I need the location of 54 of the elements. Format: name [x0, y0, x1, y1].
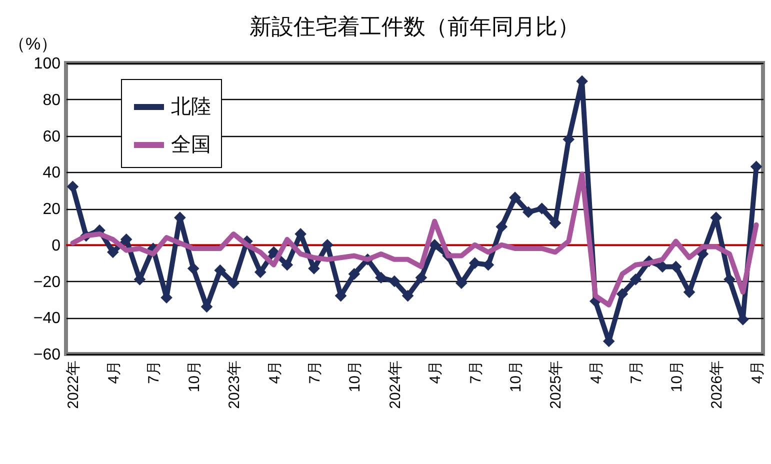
point — [187, 262, 200, 274]
y-tick-label: 80 — [42, 92, 61, 109]
x-tick-label: 10月 — [668, 360, 686, 392]
y-tick-label: 100 — [34, 56, 61, 72]
point — [214, 264, 226, 276]
x-tick-label: 7月 — [146, 360, 163, 384]
y-tick-label: −60 — [33, 346, 61, 364]
x-tick-label: 2024年 — [386, 360, 404, 409]
y-tick-label: 0 — [52, 237, 61, 254]
x-tick-label: 7月 — [306, 360, 324, 384]
x-tick-label: 4月 — [427, 360, 444, 384]
chart-title: 新設住宅着工件数（前年同月比） — [250, 14, 580, 39]
x-tick-label: 2026年 — [708, 360, 726, 409]
x-tick-label: 4月 — [266, 360, 284, 384]
point — [254, 266, 266, 278]
x-tick-label: 2022年 — [65, 360, 82, 409]
x-tick-label: 10月 — [346, 360, 364, 392]
point — [428, 238, 441, 251]
x-tick-label: 2023年 — [226, 360, 244, 409]
point — [388, 275, 400, 288]
x-tick-label: 4月 — [588, 360, 605, 384]
legend-label: 全国 — [171, 134, 211, 156]
point — [228, 277, 240, 289]
y-tick-label: 40 — [42, 164, 61, 182]
legend-label: 北陸 — [171, 96, 211, 118]
x-tick-label: 4月 — [748, 360, 766, 384]
point — [281, 258, 294, 271]
point — [66, 180, 79, 193]
point — [496, 220, 508, 233]
point — [268, 246, 280, 258]
y-axis-title: （%） — [8, 34, 58, 54]
y-tick-label: 60 — [42, 128, 61, 146]
point — [348, 268, 360, 280]
point — [630, 274, 642, 286]
x-tick-label: 7月 — [467, 360, 484, 384]
x-tick-label: 7月 — [628, 360, 646, 384]
point — [120, 234, 132, 246]
point — [536, 202, 548, 214]
y-tick-label: −40 — [33, 310, 61, 328]
point — [415, 272, 428, 284]
x-tick-label: 4月 — [105, 360, 122, 384]
y-tick-label: 20 — [42, 201, 61, 218]
point — [724, 274, 736, 286]
point — [522, 206, 534, 218]
y-tick-label: −20 — [33, 274, 61, 291]
point — [616, 288, 628, 300]
point — [402, 290, 414, 302]
x-tick-label: 10月 — [508, 360, 525, 392]
x-tick-label: 2025年 — [548, 360, 565, 409]
x-tick-label: 10月 — [186, 360, 203, 392]
point — [455, 277, 468, 289]
point — [375, 272, 387, 284]
point — [106, 246, 119, 258]
point — [509, 192, 521, 204]
